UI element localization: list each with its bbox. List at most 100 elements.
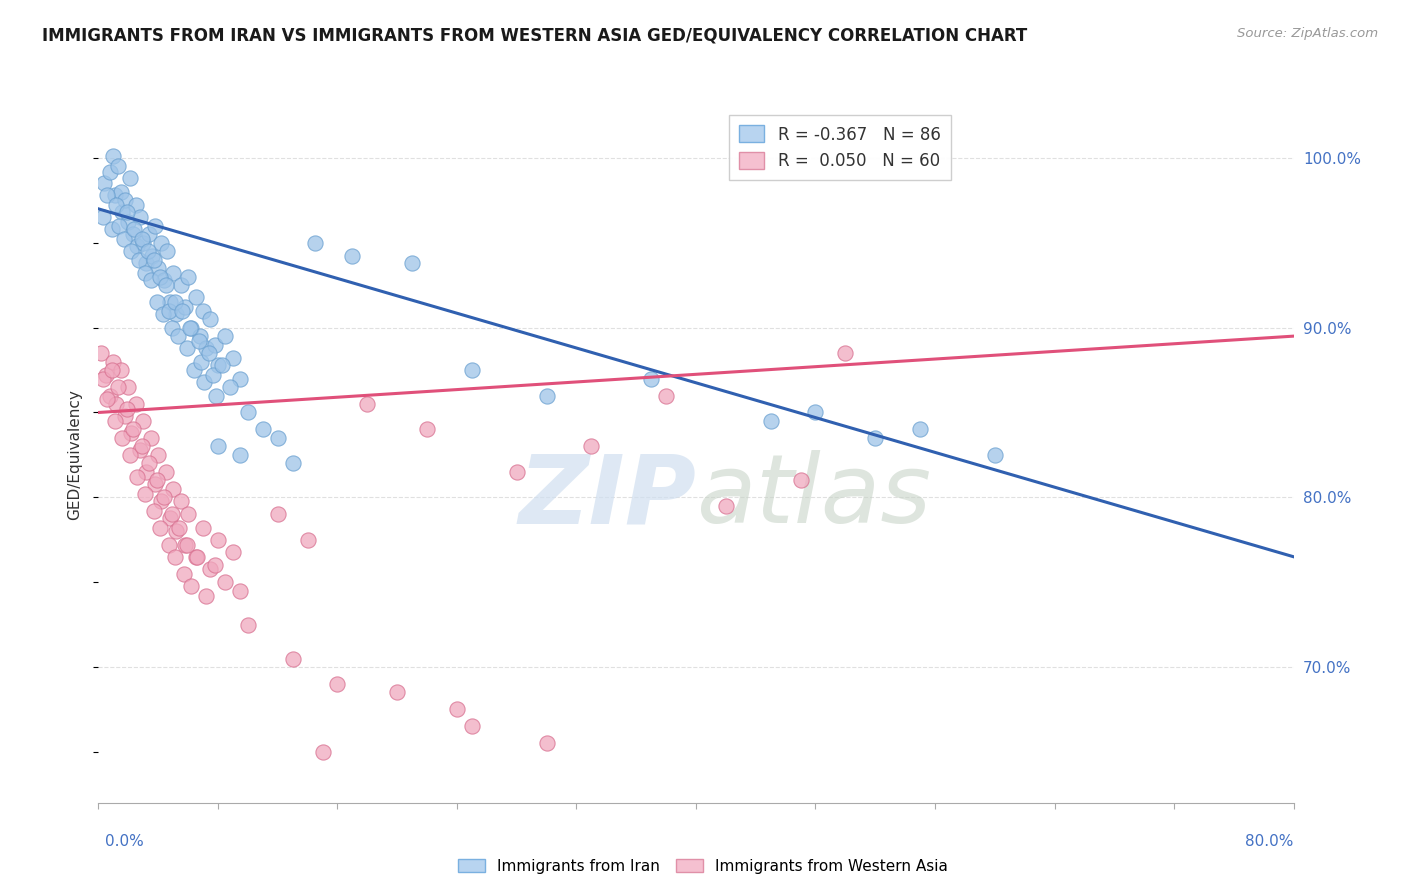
Point: [176, 341, 198, 355]
Point: [169, 493, 191, 508]
Point: [236, 405, 259, 419]
Point: [107, 380, 129, 394]
Point: [159, 510, 181, 524]
Point: [138, 227, 160, 242]
Point: [863, 431, 887, 445]
Y-axis label: GED/Equivalency: GED/Equivalency: [67, 390, 83, 520]
Point: [177, 508, 200, 522]
Point: [198, 346, 221, 360]
Point: [129, 211, 152, 225]
Point: [180, 578, 202, 592]
Point: [143, 219, 166, 233]
Point: [304, 235, 326, 250]
Point: [173, 566, 195, 581]
Point: [105, 198, 128, 212]
Point: [115, 205, 138, 219]
Point: [117, 380, 139, 394]
Point: [207, 358, 229, 372]
Point: [110, 363, 132, 377]
Point: [131, 232, 153, 246]
Point: [165, 524, 187, 539]
Text: atlas: atlas: [696, 450, 931, 543]
Point: [205, 388, 228, 402]
Point: [91, 371, 114, 385]
Point: [236, 617, 259, 632]
Point: [804, 405, 827, 419]
Point: [789, 474, 811, 488]
Point: [108, 219, 131, 233]
Point: [118, 448, 141, 462]
Point: [120, 425, 142, 440]
Point: [132, 414, 155, 428]
Point: [186, 549, 208, 564]
Point: [145, 295, 167, 310]
Point: [136, 244, 159, 259]
Point: [163, 549, 186, 564]
Point: [125, 198, 148, 212]
Point: [222, 351, 245, 366]
Point: [124, 222, 146, 236]
Point: [121, 227, 143, 242]
Point: [202, 368, 225, 383]
Point: [536, 736, 558, 750]
Point: [138, 457, 160, 471]
Point: [214, 329, 236, 343]
Point: [908, 422, 931, 436]
Point: [93, 177, 115, 191]
Point: [166, 329, 188, 343]
Point: [156, 244, 179, 259]
Point: [200, 561, 222, 575]
Point: [193, 375, 215, 389]
Point: [139, 273, 162, 287]
Point: [536, 388, 558, 402]
Point: [714, 499, 737, 513]
Point: [121, 422, 143, 436]
Point: [125, 397, 148, 411]
Point: [267, 431, 290, 445]
Point: [100, 388, 122, 402]
Point: [311, 745, 333, 759]
Point: [204, 337, 226, 351]
Point: [132, 235, 155, 250]
Point: [184, 290, 207, 304]
Point: [834, 346, 856, 360]
Point: [581, 439, 603, 453]
Point: [252, 422, 274, 436]
Point: [461, 719, 484, 733]
Point: [174, 300, 197, 314]
Point: [222, 544, 245, 558]
Point: [114, 194, 136, 208]
Point: [281, 457, 304, 471]
Point: [229, 371, 252, 385]
Point: [101, 363, 124, 377]
Point: [191, 521, 214, 535]
Point: [180, 320, 202, 334]
Point: [96, 392, 118, 406]
Point: [152, 307, 174, 321]
Point: [214, 575, 236, 590]
Point: [150, 493, 173, 508]
Point: [111, 431, 134, 445]
Point: [188, 329, 211, 343]
Point: [177, 269, 200, 284]
Point: [142, 252, 165, 267]
Point: [759, 414, 782, 428]
Point: [142, 504, 165, 518]
Point: [356, 397, 378, 411]
Point: [326, 677, 349, 691]
Point: [195, 589, 218, 603]
Point: [145, 474, 167, 488]
Point: [111, 205, 134, 219]
Point: [112, 232, 135, 246]
Point: [110, 185, 132, 199]
Point: [91, 211, 114, 225]
Point: [104, 188, 127, 202]
Point: [153, 491, 176, 505]
Point: [416, 422, 439, 436]
Text: 0.0%: 0.0%: [105, 834, 145, 849]
Point: [115, 402, 138, 417]
Point: [506, 465, 529, 479]
Point: [229, 448, 252, 462]
Point: [134, 266, 156, 280]
Point: [984, 448, 1007, 462]
